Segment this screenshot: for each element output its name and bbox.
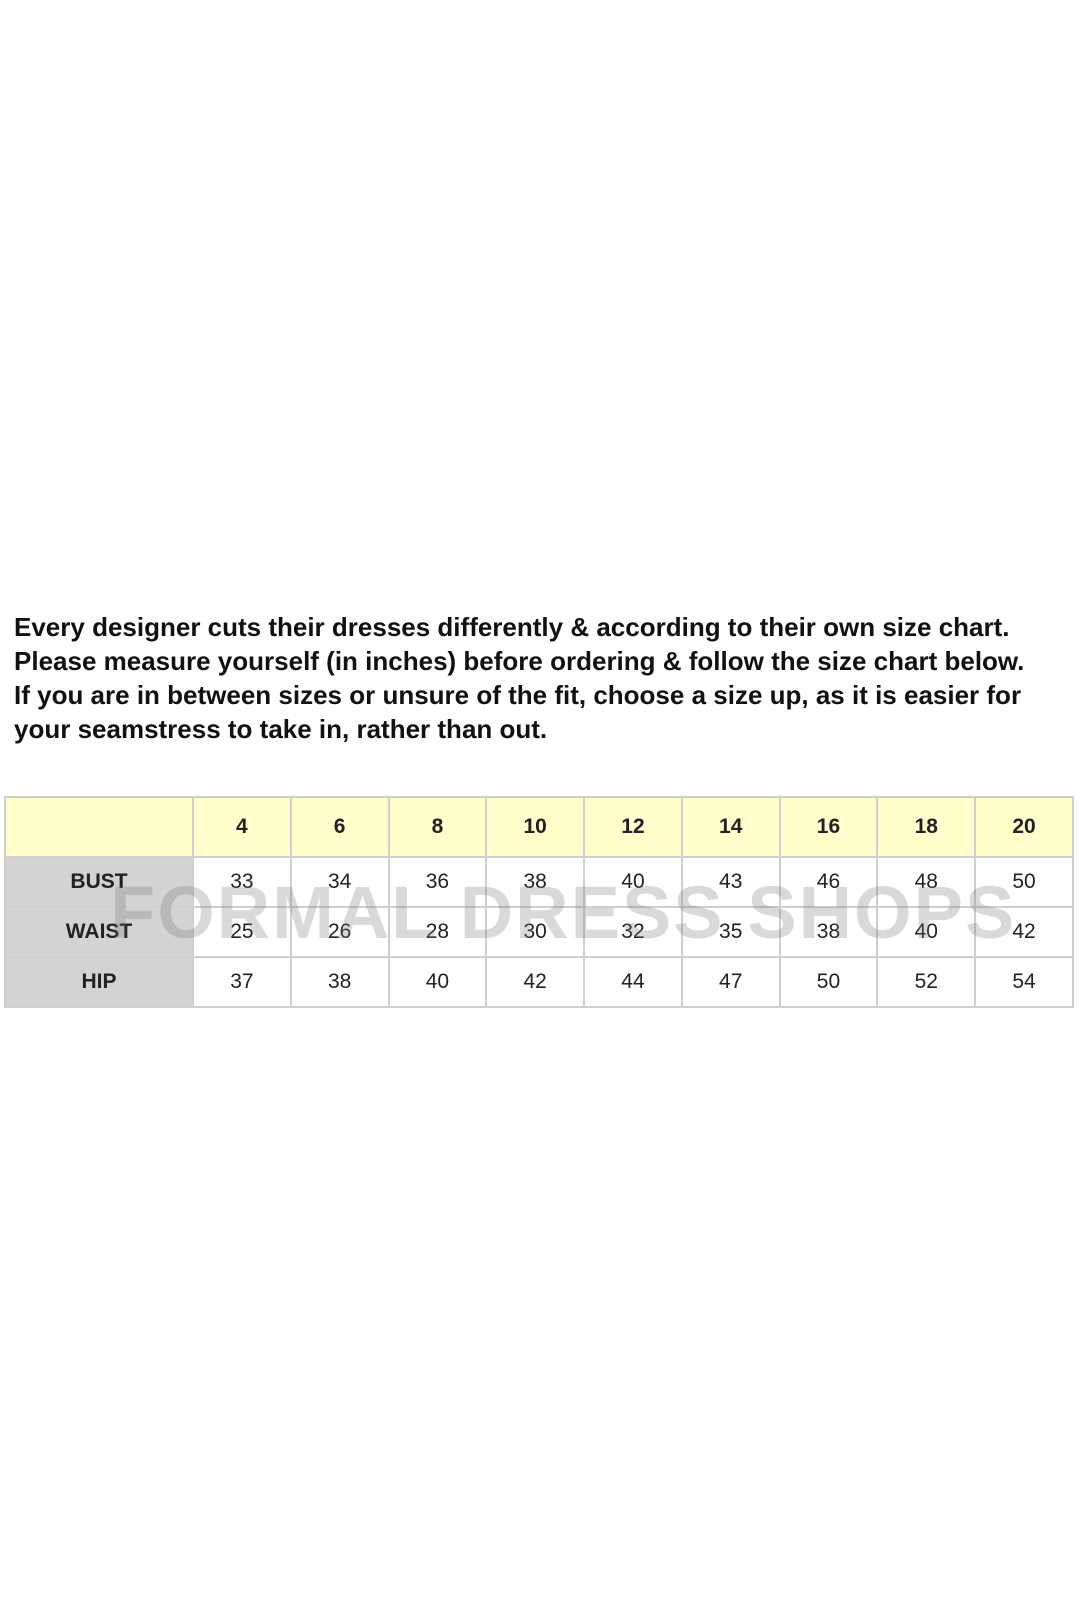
measurement-cell: 36: [387, 856, 488, 908]
measurement-cell: 48: [876, 856, 977, 908]
size-header-cell: 4: [192, 796, 292, 858]
size-header-cell: 14: [680, 796, 781, 858]
size-header-cell: 8: [387, 796, 488, 858]
row-label: HIP: [4, 956, 194, 1008]
measurement-cell: 35: [680, 906, 781, 958]
size-header-cell: 20: [974, 796, 1074, 858]
intro-paragraph-1: Every designer cuts their dresses differ…: [14, 612, 1025, 676]
size-chart-table: 4 6 8 10 12 14 16 18 20 BUST 33 34 36 38 40 43 46 48 50 WA…: [4, 796, 1074, 1008]
measurement-cell: 38: [778, 906, 879, 958]
measurement-cell: 40: [387, 956, 488, 1008]
size-guide-intro: Every designer cuts their dresses differ…: [14, 610, 1074, 746]
table-row-hip: HIP 37 38 40 42 44 47 50 52 54: [4, 956, 1074, 1008]
measurement-cell: 54: [974, 956, 1074, 1008]
measurement-cell: 47: [680, 956, 781, 1008]
measurement-cell: 32: [583, 906, 683, 958]
row-label: WAIST: [4, 906, 194, 958]
measurement-cell: 42: [974, 906, 1074, 958]
measurement-cell: 28: [387, 906, 488, 958]
measurement-cell: 40: [876, 906, 977, 958]
measurement-cell: 50: [974, 856, 1074, 908]
measurement-cell: 38: [289, 956, 390, 1008]
measurement-cell: 26: [289, 906, 390, 958]
measurement-cell: 38: [485, 856, 586, 908]
measurement-cell: 30: [485, 906, 586, 958]
measurement-cell: 44: [583, 956, 683, 1008]
measurement-cell: 40: [583, 856, 683, 908]
measurement-cell: 50: [778, 956, 879, 1008]
measurement-cell: 52: [876, 956, 977, 1008]
measurement-cell: 34: [289, 856, 390, 908]
size-header-cell: 12: [583, 796, 683, 858]
size-header-cell: 18: [876, 796, 977, 858]
intro-paragraph-2: If you are in between sizes or unsure of…: [14, 680, 1022, 744]
size-header-row: 4 6 8 10 12 14 16 18 20: [4, 796, 1074, 858]
measurement-cell: 42: [485, 956, 586, 1008]
table-row-waist: WAIST 25 26 28 30 32 35 38 40 42: [4, 906, 1074, 958]
size-header-cell: 6: [289, 796, 390, 858]
measurement-cell: 37: [192, 956, 292, 1008]
row-label: BUST: [4, 856, 194, 908]
measurement-cell: 33: [192, 856, 292, 908]
corner-cell: [4, 796, 194, 858]
measurement-cell: 25: [192, 906, 292, 958]
size-header-cell: 16: [778, 796, 879, 858]
measurement-cell: 46: [778, 856, 879, 908]
table-row-bust: BUST 33 34 36 38 40 43 46 48 50: [4, 856, 1074, 908]
measurement-cell: 43: [680, 856, 781, 908]
size-header-cell: 10: [485, 796, 586, 858]
